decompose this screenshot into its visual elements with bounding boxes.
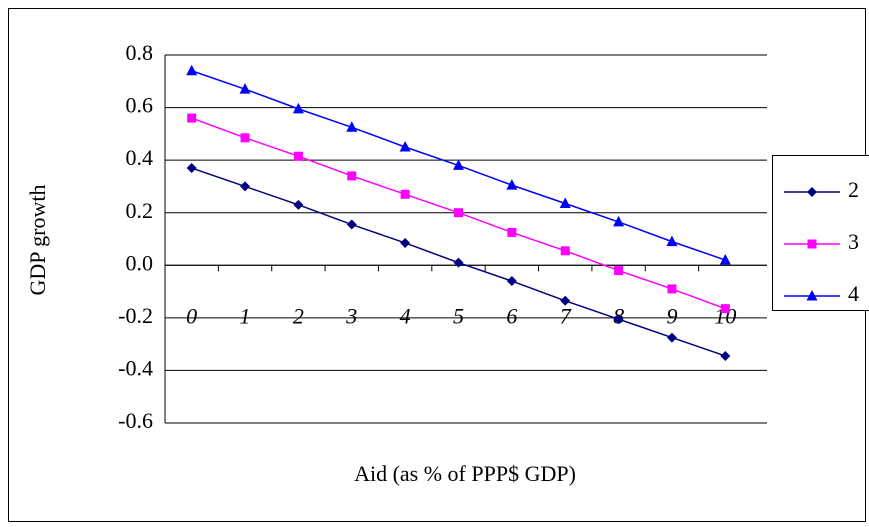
marker — [239, 83, 251, 94]
marker — [506, 179, 518, 190]
marker — [507, 227, 517, 237]
x-tick-label: 5 — [453, 303, 464, 328]
y-tick-label: 0.0 — [126, 250, 154, 275]
y-tick-label: -0.6 — [118, 408, 153, 433]
marker — [400, 189, 410, 199]
y-tick-label: 0.8 — [126, 40, 154, 65]
x-tick-label: 9 — [666, 303, 677, 328]
x-tick-label: 0 — [186, 303, 197, 328]
y-tick-label: 0.6 — [126, 93, 154, 118]
legend-label: 4 — [848, 281, 859, 306]
marker — [453, 159, 464, 170]
x-tick-label: 7 — [560, 303, 572, 328]
marker — [560, 246, 570, 256]
marker — [666, 332, 677, 343]
x-axis-title: Aid (as % of PPP$ GDP) — [354, 461, 576, 486]
y-axis-title: GDP growth — [25, 184, 50, 295]
marker — [719, 254, 731, 265]
legend-label: 2 — [848, 177, 859, 202]
marker — [613, 314, 624, 325]
marker — [506, 276, 517, 287]
y-tick-label: 0.2 — [126, 198, 154, 223]
marker — [347, 171, 357, 181]
x-tick-label: 2 — [293, 303, 304, 328]
marker — [240, 133, 250, 143]
marker — [560, 295, 571, 306]
marker — [559, 197, 571, 209]
marker — [807, 239, 817, 249]
marker — [293, 151, 303, 161]
x-tick-label: 10 — [714, 303, 736, 328]
marker — [667, 284, 677, 294]
marker — [806, 290, 818, 301]
y-tick-label: 0.4 — [126, 145, 154, 170]
marker — [453, 257, 464, 268]
marker — [346, 219, 357, 230]
marker — [454, 208, 463, 218]
x-tick-label: 4 — [400, 303, 411, 328]
marker — [613, 215, 625, 227]
marker — [186, 64, 198, 76]
legend-box — [772, 155, 869, 311]
marker — [292, 102, 304, 114]
marker — [293, 199, 304, 210]
marker — [187, 113, 197, 123]
marker — [346, 121, 358, 132]
y-tick-label: -0.2 — [118, 303, 153, 328]
x-tick-label: 3 — [345, 303, 357, 328]
legend-label: 3 — [848, 229, 859, 254]
x-tick-label: 6 — [506, 303, 517, 328]
marker — [666, 235, 678, 247]
y-tick-label: -0.4 — [118, 355, 153, 380]
marker — [400, 237, 411, 248]
marker — [240, 181, 251, 192]
marker — [186, 163, 197, 174]
marker — [807, 187, 817, 197]
marker — [720, 304, 730, 314]
marker — [399, 141, 411, 152]
marker — [614, 266, 624, 276]
x-tick-label: 1 — [240, 303, 251, 328]
marker — [720, 350, 731, 361]
